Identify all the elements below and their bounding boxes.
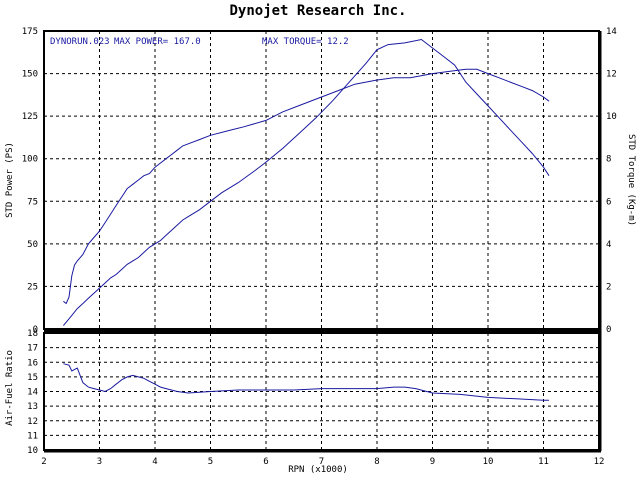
annotation-run: DYNORUN.023 [50,37,110,47]
x-axis-label: RPN (x1000) [288,465,348,475]
y-tick-label-power: 100 [22,155,38,165]
y-axis-label-power: STD Power (PS) [5,142,15,218]
chart-title: Dynojet Research Inc. [229,3,406,19]
y-tick-label-torque: 10 [606,112,617,122]
x-tick-label: 6 [263,457,268,467]
x-tick-label: 2 [41,457,46,467]
y-tick-label-power: 0 [33,325,38,335]
plot-frames [43,30,602,453]
x-tick-label: 3 [97,457,102,467]
x-tick-label: 12 [594,457,605,467]
y-tick-label-power: 125 [22,112,38,122]
y-tick-label-power: 175 [22,27,38,37]
series-lines [63,38,550,401]
power-line [63,38,550,326]
y-tick-label-torque: 4 [606,240,611,250]
y-tick-label-afr: 12 [27,417,38,427]
y-tick-label-torque: 14 [606,27,617,37]
x-tick-label: 11 [538,457,549,467]
y-tick-label-power: 150 [22,70,38,80]
x-tick-label: 8 [374,457,379,467]
x-tick-label: 4 [152,457,157,467]
y-tick-label-torque: 0 [606,325,611,335]
y-tick-label-afr: 11 [27,431,38,441]
y-tick-label-afr: 17 [27,344,38,354]
y-tick-label-afr: 15 [27,373,38,383]
y-tick-label-power: 25 [27,282,38,292]
y-tick-label-torque: 6 [606,197,611,207]
grid [44,31,599,450]
y-tick-label-power: 75 [27,197,38,207]
annotation-max-power: MAX POWER= 167.0 [114,37,201,47]
afr-line [63,363,549,401]
y-tick-label-afr: 13 [27,402,38,412]
y-tick-label-afr: 14 [27,388,38,398]
y-tick-label-afr: 18 [27,329,38,339]
y-tick-label-power: 50 [27,240,38,250]
y-tick-label-torque: 8 [606,155,611,165]
x-tick-label: 7 [319,457,324,467]
y-tick-label-torque: 2 [606,282,611,292]
x-tick-label: 5 [208,457,213,467]
x-tick-label: 9 [430,457,435,467]
annotation-max-torque: MAX TORQUE= 12.2 [262,37,349,47]
tick-labels: 2 3 4 5 6 7 8 9 10 11 1217515012510075502501412108… [22,27,617,467]
y-tick-label-afr: 10 [27,446,38,456]
x-tick-label: 10 [483,457,494,467]
y-axis-label-torque: STD Torque (Kg-m) [626,134,636,226]
torque-line [63,68,550,305]
y-tick-label-torque: 12 [606,70,617,80]
y-tick-label-afr: 16 [27,358,38,368]
y-axis-label-afr: Air-Fuel Ratio [5,350,15,426]
